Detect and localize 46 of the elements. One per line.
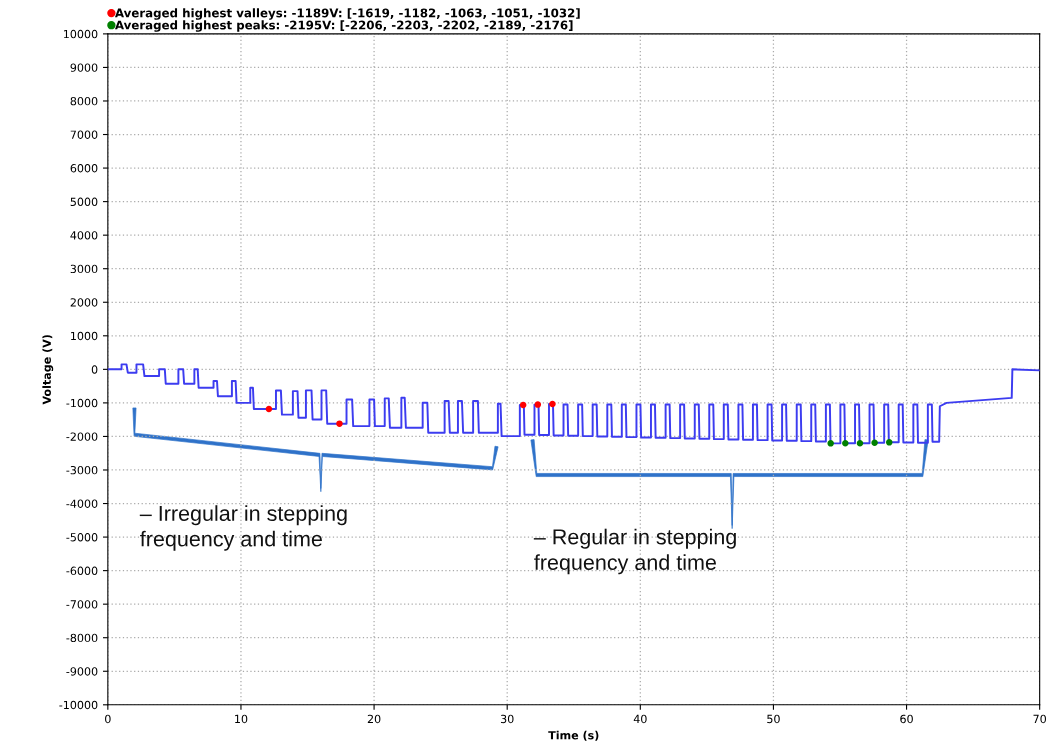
y-tick-label: -10000 [59,700,98,710]
point [827,440,834,447]
y-tick-label: 1000 [71,331,98,341]
y-tick-label: -2000 [66,432,98,441]
y-tick-label: -7000 [66,600,98,609]
point [549,400,556,408]
y-tick-label: 0 [91,365,98,374]
y-tick-label: 2000 [70,298,98,307]
point [519,401,527,409]
x-axis-title: Time (s) [548,730,599,741]
x-tick-label: 30 [500,714,514,724]
x-tick-label: 20 [367,714,381,724]
y-tick-label: -6000 [66,566,98,575]
x-tick-label: 50 [767,714,780,724]
point [871,439,878,447]
y-axis-title: Voltage (V) [42,335,54,405]
point [856,439,864,447]
y-tick-label: -8000 [66,633,98,643]
legend-label: Averaged highest valleys: -1189V: [-1619, -1182, -1063, -1051, -1032] [114,8,580,20]
x-tick-label: 10 [235,714,248,724]
y-tick-label: 3000 [70,264,98,274]
legend-label: Averaged highest peaks: -2195V: [-2206, -2203, -2202, -2189, -2176] [114,20,573,32]
x-tick-label: 0 [105,714,111,724]
y-tick-label: 4000 [70,231,98,240]
point [842,439,849,447]
y-tick-label: 10000 [63,29,98,39]
point [336,420,343,427]
y-tick-label: -9000 [66,667,98,676]
y-tick-label: 9000 [70,63,98,72]
annotation: – Regular in stepping frequency and time [533,528,736,575]
line-series [107,363,1040,445]
x-tick-label: 60 [900,714,913,724]
y-tick-label: 8000 [70,96,98,106]
y-tick-label: 6000 [70,164,98,173]
y-tick-label: -5000 [66,533,98,542]
y-tick-label: 5000 [70,197,98,206]
annotation: – Irregular in stepping frequency and time [139,505,347,551]
point [885,439,893,446]
y-tick-label: 7000 [70,130,98,139]
point [265,405,273,413]
y-tick-label: -4000 [66,499,98,508]
y-tick-label: -3000 [66,465,98,475]
x-tick-label: 70 [1033,714,1046,724]
x-tick-label: 40 [633,714,647,724]
y-tick-label: -1000 [66,398,98,408]
point [534,401,542,408]
